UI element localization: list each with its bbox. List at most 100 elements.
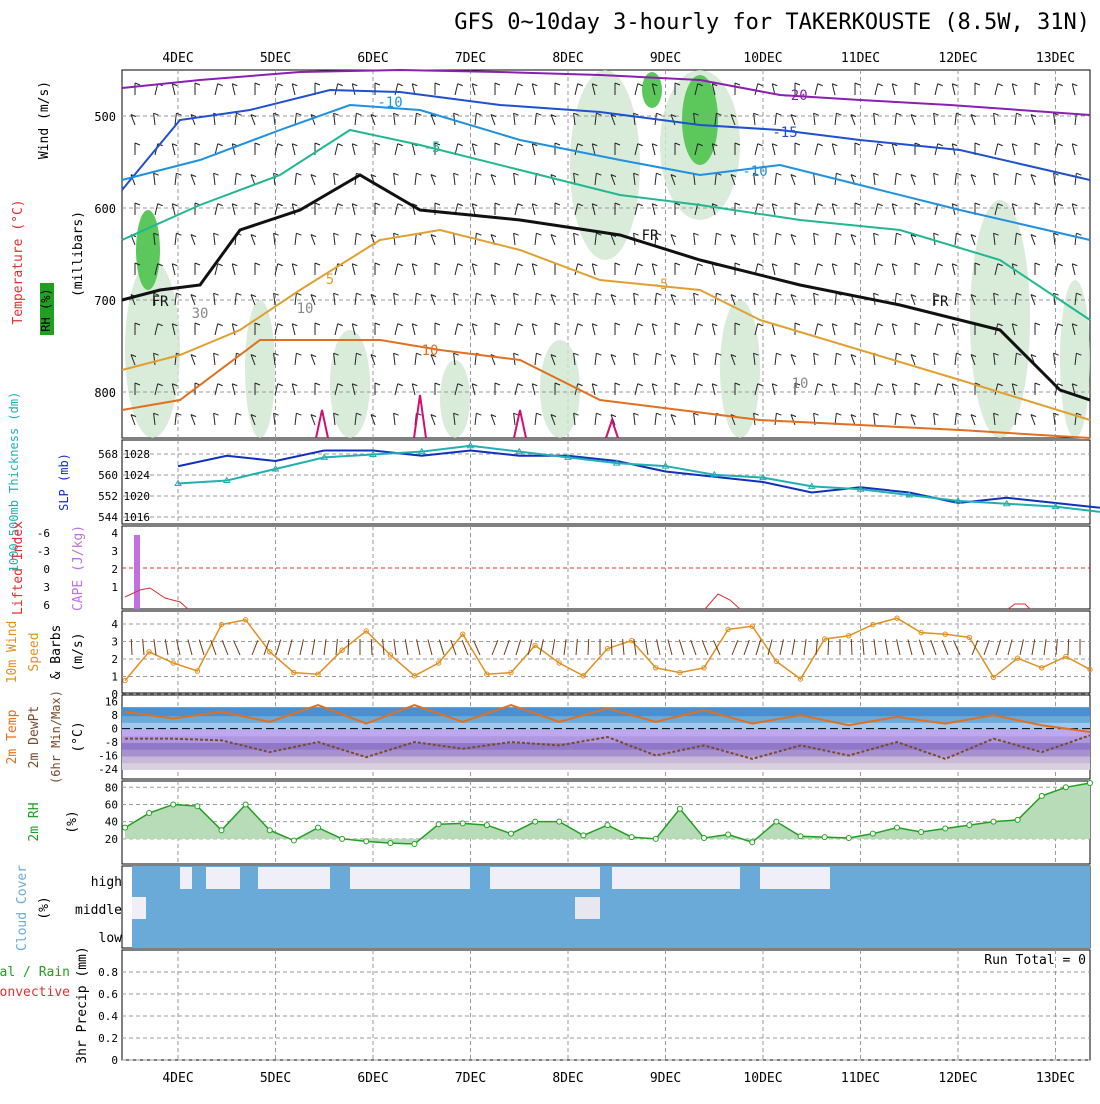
wind-barb xyxy=(610,234,616,246)
wind-barb xyxy=(1011,203,1016,216)
wind-barb xyxy=(453,113,456,126)
wind-barb-flag xyxy=(734,202,741,206)
rh-marker xyxy=(749,839,756,846)
wind-barb-flag xyxy=(1030,414,1037,418)
wind-barb xyxy=(394,203,399,216)
wind-barb xyxy=(354,293,357,306)
rh-marker xyxy=(290,837,297,844)
wind-barb-flag xyxy=(873,292,879,296)
wind-barb-flag xyxy=(577,263,583,267)
wind-barb xyxy=(534,113,537,126)
wind-barb-flag xyxy=(956,112,962,116)
wind-barb-flag xyxy=(532,203,538,207)
lifted-line xyxy=(704,593,741,610)
wind-barb-flag xyxy=(337,203,343,207)
wind-barb-flag xyxy=(892,323,898,327)
wind-barb-flag xyxy=(430,234,437,238)
wind-barb xyxy=(633,413,636,426)
wind-barb xyxy=(474,113,477,126)
wind-barb-flag xyxy=(352,83,358,87)
wind-barb-flag xyxy=(712,383,718,387)
wind-barb xyxy=(831,83,836,96)
wind-barb xyxy=(574,83,579,96)
wind-barb-flag xyxy=(194,262,201,266)
wind-barb xyxy=(130,174,136,186)
wind-barb-flag xyxy=(877,383,883,387)
wind-speed-marker xyxy=(122,677,128,684)
wind-barb-flag xyxy=(656,292,662,296)
wind-barb xyxy=(231,263,236,276)
wind-barb xyxy=(753,173,756,186)
wind-barb xyxy=(711,263,716,276)
wind-barb-flag xyxy=(914,322,921,326)
wind-barb-flag xyxy=(277,83,283,87)
rh-marker xyxy=(869,830,876,837)
wind-barb xyxy=(453,233,456,246)
wind-barb-10m xyxy=(347,638,350,656)
wind-barb-flag xyxy=(776,352,782,356)
wind-barb-flag xyxy=(836,112,842,116)
wind-barb-flag xyxy=(1057,143,1063,147)
wind-barb-flag xyxy=(1076,232,1082,236)
wind-speed-line xyxy=(124,617,1091,682)
wind-barb-flag xyxy=(550,414,557,418)
temp-band xyxy=(122,754,1090,764)
wind-barb xyxy=(933,413,936,426)
wind-barb-flag xyxy=(314,82,321,86)
ylabel-cloud-unit: (%) xyxy=(37,896,52,919)
wind-barb-flag xyxy=(633,172,639,176)
wind-speed-marker xyxy=(1014,655,1021,661)
wind-barb-flag xyxy=(614,382,621,386)
wind-barb xyxy=(1011,143,1016,156)
wind-barb xyxy=(774,233,777,246)
wind-barb xyxy=(414,113,417,126)
wind-barb xyxy=(574,263,579,276)
wind-barb-flag xyxy=(472,383,478,387)
wind-speed-marker xyxy=(460,631,466,637)
wind-barb xyxy=(514,263,519,276)
wind-barb xyxy=(954,293,957,306)
wind-barb-flag xyxy=(776,412,782,416)
wind-barb xyxy=(154,383,159,396)
wind-barb-flag xyxy=(1076,352,1082,356)
wind-barb xyxy=(573,413,576,426)
wind-barb-flag xyxy=(656,232,662,236)
date-label-bottom: 9DEC xyxy=(650,1071,681,1086)
wind-barb xyxy=(250,354,256,366)
wind-barb-flag xyxy=(1012,263,1018,267)
rh-shade-high xyxy=(136,210,160,290)
wind-barb-flag xyxy=(674,142,681,146)
wind-barb xyxy=(714,233,717,246)
rh-shade xyxy=(720,300,760,438)
wind-barb-10m xyxy=(370,638,373,656)
wind-barb xyxy=(430,414,436,426)
thickness-marker xyxy=(417,447,426,455)
wind-barb xyxy=(174,233,177,246)
wind-barb-flag xyxy=(697,83,703,87)
wind-barb xyxy=(573,113,576,126)
wind-barb-flag xyxy=(937,83,943,87)
wind-barb-10m xyxy=(755,639,762,656)
wind-barb xyxy=(1071,263,1076,276)
thickness-line xyxy=(177,444,1100,513)
wind-barb-flag xyxy=(637,143,643,147)
wind-barb-flag xyxy=(637,323,643,327)
wind-barb-flag xyxy=(296,232,302,236)
wind-barb-flag xyxy=(236,412,242,416)
wind-barb-flag xyxy=(592,143,598,147)
rh-marker xyxy=(676,805,683,812)
wind-barb xyxy=(573,353,576,366)
isotherm-15 xyxy=(315,409,329,439)
rh-legend-swatch xyxy=(40,283,54,335)
wind-barb-flag xyxy=(1076,172,1082,176)
wind-barb-10m xyxy=(427,639,433,656)
rh-marker xyxy=(628,834,635,841)
wind-barb-flag xyxy=(1034,142,1041,146)
wind-speed-marker xyxy=(749,623,755,629)
wind-barb-flag xyxy=(974,142,981,146)
wind-barb xyxy=(873,173,876,186)
wind-barb-10m xyxy=(1043,639,1047,656)
wind-barb-flag xyxy=(910,174,917,178)
wind-barb-flag xyxy=(933,172,939,176)
wind-barb-flag xyxy=(610,114,617,118)
